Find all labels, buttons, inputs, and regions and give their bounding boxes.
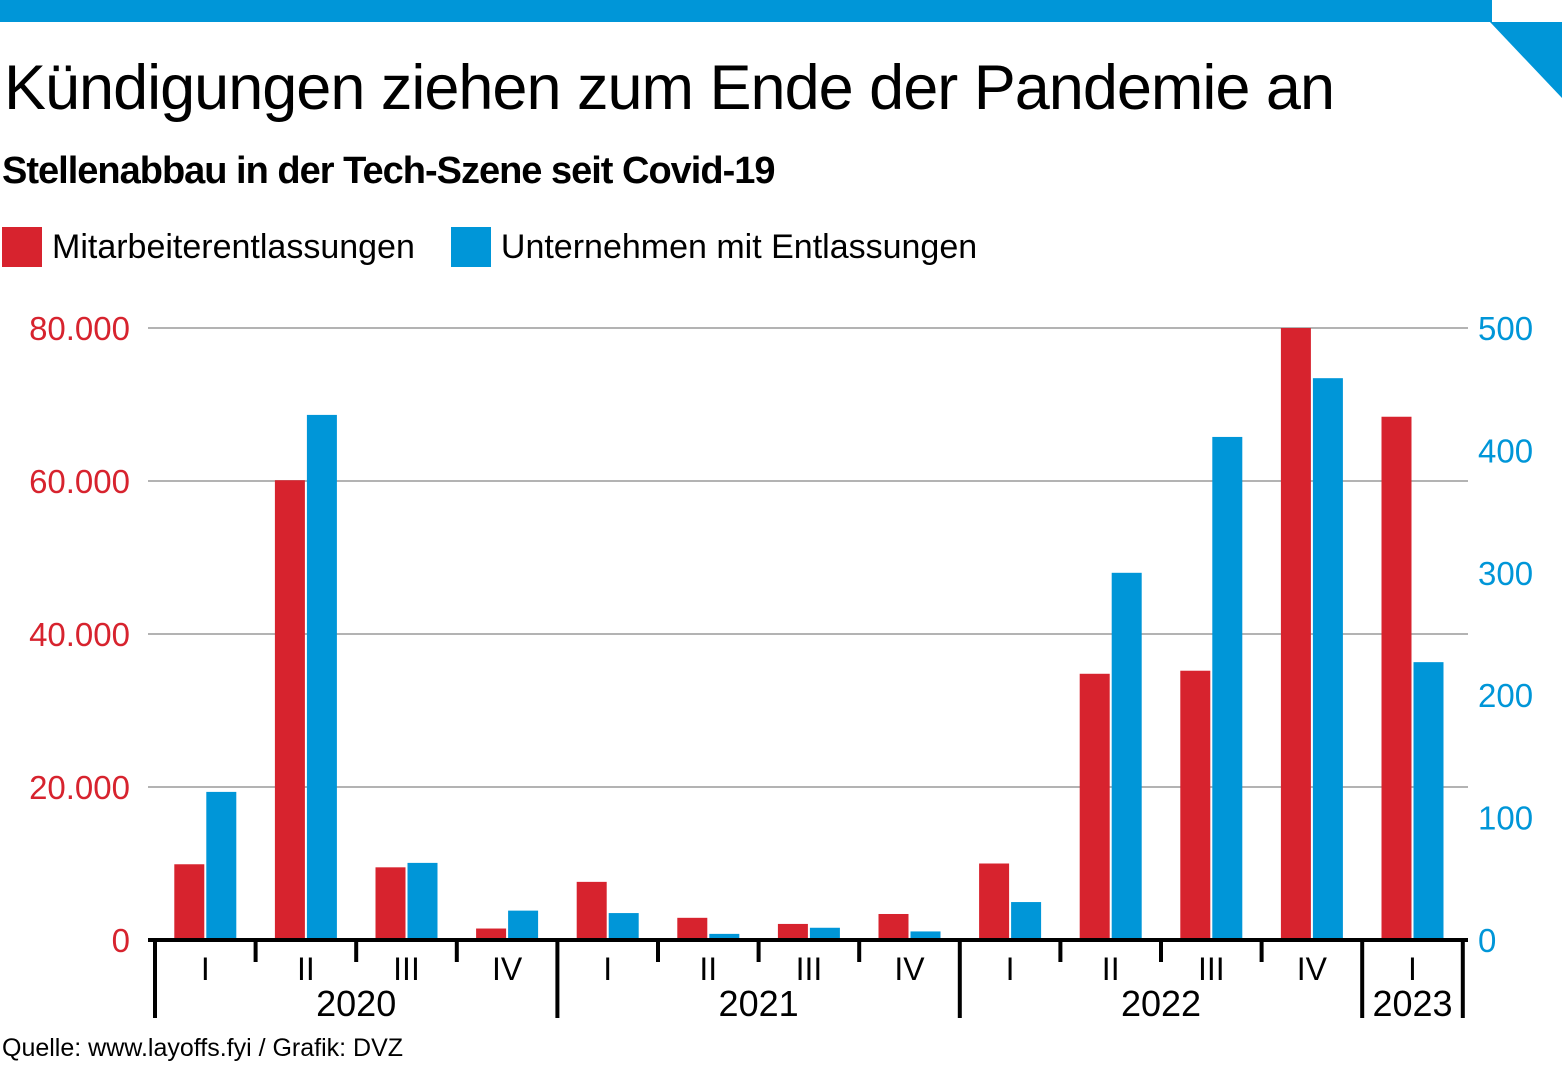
bar-companies [407,862,438,940]
legend: Mitarbeiterentlassungen Unternehmen mit … [2,226,1013,268]
legend-label-companies: Unternehmen mit Entlassungen [500,227,978,266]
legend-label-layoffs: Mitarbeiterentlassungen [52,227,415,266]
y-right-tick-label: 300 [1478,555,1533,592]
legend-item-companies: Unternehmen mit Entlassungen [450,227,978,267]
legend-swatch-red [2,227,42,267]
bar-layoffs [274,480,305,940]
x-tick-label: I [201,951,210,987]
bar-companies [508,910,539,940]
y-left-tick-label: 20.000 [29,769,130,806]
y-right-tick-label: 400 [1478,432,1533,469]
x-tick-label: I [603,951,612,987]
x-tick-label: III [393,951,420,987]
chart-subtitle: Stellenabbau in der Tech-Szene seit Covi… [2,150,775,192]
y-right-tick-label: 200 [1478,677,1533,714]
bar-companies [306,414,337,940]
bar-layoffs [476,928,507,940]
legend-swatch-blue [450,227,491,267]
bar-layoffs [979,863,1010,940]
source-note: Quelle: www.layoffs.fyi / Grafik: DVZ [2,1034,404,1062]
x-tick-label: I [1006,951,1015,987]
bar-layoffs [174,864,205,940]
x-tick-label: II [1102,951,1120,987]
top-accent-bar [0,0,1492,22]
chart-title: Kündigungen ziehen zum Ende der Pandemie… [4,53,1335,123]
x-tick-label: II [699,951,717,987]
bar-layoffs [375,867,406,940]
bar-companies [709,933,740,940]
y-right-tick-label: 500 [1478,310,1533,347]
bar-layoffs [1180,670,1211,940]
x-tick-label: III [796,951,823,987]
x-tick-label: IV [492,951,523,987]
year-label: 2023 [1372,983,1452,1024]
year-label: 2020 [316,983,396,1024]
bar-companies [206,791,237,940]
bar-layoffs [1381,416,1412,940]
bar-companies [608,913,639,940]
bar-layoffs [777,923,808,940]
x-tick-label: III [1198,951,1225,987]
y-left-tick-label: 0 [112,922,130,959]
year-label: 2021 [719,983,799,1024]
bar-layoffs [878,913,909,940]
bar-layoffs [677,917,708,940]
bar-companies [809,927,840,940]
bar-layoffs [1280,328,1311,940]
x-tick-label: II [297,951,315,987]
year-label: 2022 [1121,983,1201,1024]
bar-layoffs [1079,673,1110,940]
corner-accent [1490,22,1562,98]
bar-chart: 0 20.000 40.000 60.000 80.000 0 100 200 300 400 50… [29,310,1533,1024]
y-left-tick-label: 80.000 [29,310,130,347]
bar-companies [1111,572,1142,940]
legend-item-layoffs: Mitarbeiterentlassungen [2,227,415,267]
y-right-tick-label: 0 [1478,922,1496,959]
bar-companies [1312,378,1343,941]
bar-layoffs [576,881,607,940]
bar-companies [1413,662,1444,940]
bar-companies [910,931,941,940]
x-tick-label: IV [1297,951,1328,987]
x-tick-label: I [1408,951,1417,987]
bar-companies [1212,436,1243,940]
y-left-tick-label: 60.000 [29,463,130,500]
y-left-tick-label: 40.000 [29,616,130,653]
bar-companies [1011,902,1042,940]
y-right-tick-label: 100 [1478,800,1533,837]
x-tick-label: IV [894,951,925,987]
